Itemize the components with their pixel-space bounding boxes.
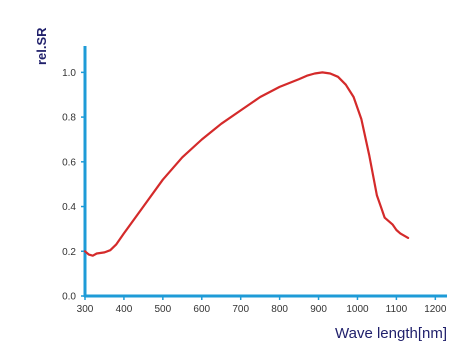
y-tick-label: 0.0 <box>62 292 76 303</box>
x-tick-label: 600 <box>193 304 210 315</box>
y-tick-label: 0.4 <box>62 202 76 213</box>
x-ticks: 300 400 500 600 700 800 900 1000 1100 1200 <box>77 296 447 315</box>
x-tick-label: 300 <box>77 304 94 315</box>
x-tick-label: 500 <box>155 304 172 315</box>
x-tick-label: 1200 <box>424 304 447 315</box>
x-tick-label: 800 <box>271 304 288 315</box>
x-tick-label: 1000 <box>346 304 369 315</box>
y-tick-label: 0.6 <box>62 157 76 168</box>
y-tick-label: 0.2 <box>62 247 76 258</box>
x-tick-label: 1100 <box>386 304 408 315</box>
series-line <box>83 71 410 257</box>
y-tick-label: 1.0 <box>62 68 76 79</box>
axes <box>83 46 447 298</box>
y-tick-label: 0.8 <box>62 113 76 124</box>
x-tick-label: 400 <box>116 304 133 315</box>
x-tick-label: 700 <box>232 304 249 315</box>
series-layer <box>83 71 410 257</box>
y-ticks: 0.0 0.2 0.4 0.6 0.8 1.0 <box>62 68 85 303</box>
y-axis-label: rel.SR <box>34 27 49 65</box>
x-tick-label: 900 <box>310 304 327 315</box>
x-axis-label: Wave length[nm] <box>335 325 447 342</box>
